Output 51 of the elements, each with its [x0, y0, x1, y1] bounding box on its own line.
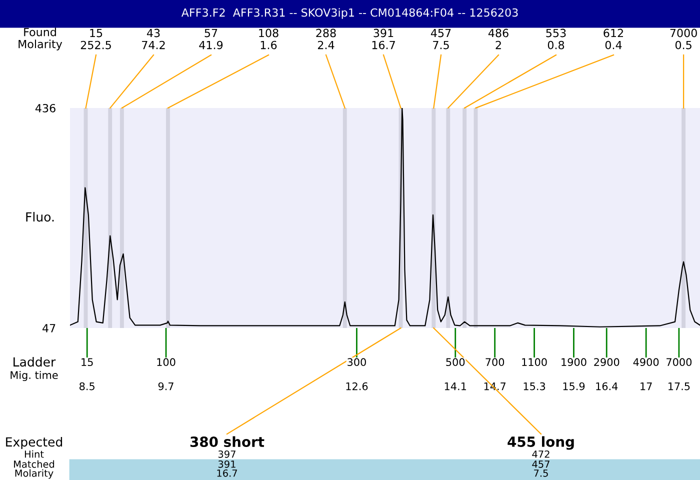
- annotation: 1900: [562, 358, 586, 366]
- annotation: 15: [82, 358, 93, 366]
- annotation: 300: [348, 358, 366, 366]
- text: Ladder: [14, 356, 56, 367]
- text: Hint: [24, 450, 44, 458]
- annotation: 500: [446, 358, 465, 366]
- annotation: 108 1.6: [259, 28, 278, 50]
- text: Molarity: [18, 40, 62, 50]
- annotation: 391 16.7: [372, 28, 395, 50]
- x-tick-label: 16.4: [596, 382, 618, 390]
- annotation: 2900: [594, 358, 620, 366]
- text: 472: [532, 450, 550, 458]
- annotation: 100: [157, 358, 176, 366]
- annotation: 15 252.5: [80, 28, 111, 50]
- x-tick-label: 12.6: [346, 382, 368, 390]
- text: Mig. time: [10, 370, 58, 382]
- annotation: 4900: [633, 358, 659, 366]
- annotation: 7000 0.5: [670, 28, 697, 50]
- annotation: 7000: [666, 358, 692, 366]
- annotation: 380 short: [190, 436, 264, 448]
- text: 397: [218, 450, 236, 458]
- annotation: 455 long: [508, 436, 574, 450]
- text: Matched: [14, 460, 54, 468]
- text: 7.5: [534, 470, 548, 477]
- chart-title: AFF3.F2 AFF3.R31 -- SKOV3ip1 -- CM014864:F04 -- 1256203: [181, 8, 518, 19]
- x-tick-label: 17: [640, 382, 652, 390]
- text: 16.7: [217, 469, 237, 477]
- text: Molarity: [15, 469, 54, 479]
- annotation: 700: [486, 358, 504, 366]
- text: 391: [218, 460, 236, 468]
- x-tick-label: 15.9: [563, 382, 585, 390]
- annotation: 553 0.8: [546, 28, 566, 50]
- x-tick-label: 17.5: [668, 382, 690, 390]
- annotation: 1100: [522, 358, 547, 366]
- text: Expected: [6, 436, 62, 450]
- text: 457: [532, 460, 550, 468]
- annotation: 57 41.9: [199, 28, 223, 50]
- annotation: 612 0.4: [604, 28, 623, 50]
- y-axis-title: Fluo.: [26, 212, 54, 222]
- annotation: 288 2.4: [316, 28, 336, 50]
- x-tick-label: 8.5: [80, 382, 94, 390]
- x-tick-label: 15.3: [524, 382, 546, 390]
- x-tick-label: 14.1: [444, 382, 466, 390]
- annotation: 43 74.2: [142, 28, 165, 50]
- annotation: 486 2: [488, 28, 508, 50]
- text: Found: [24, 28, 56, 36]
- y-tick-label: 47: [42, 324, 56, 332]
- line-series: [70, 108, 700, 328]
- y-tick-label: 436: [35, 104, 56, 112]
- x-tick-label: 9.7: [158, 382, 174, 390]
- annotation: 457 7.5: [430, 28, 451, 50]
